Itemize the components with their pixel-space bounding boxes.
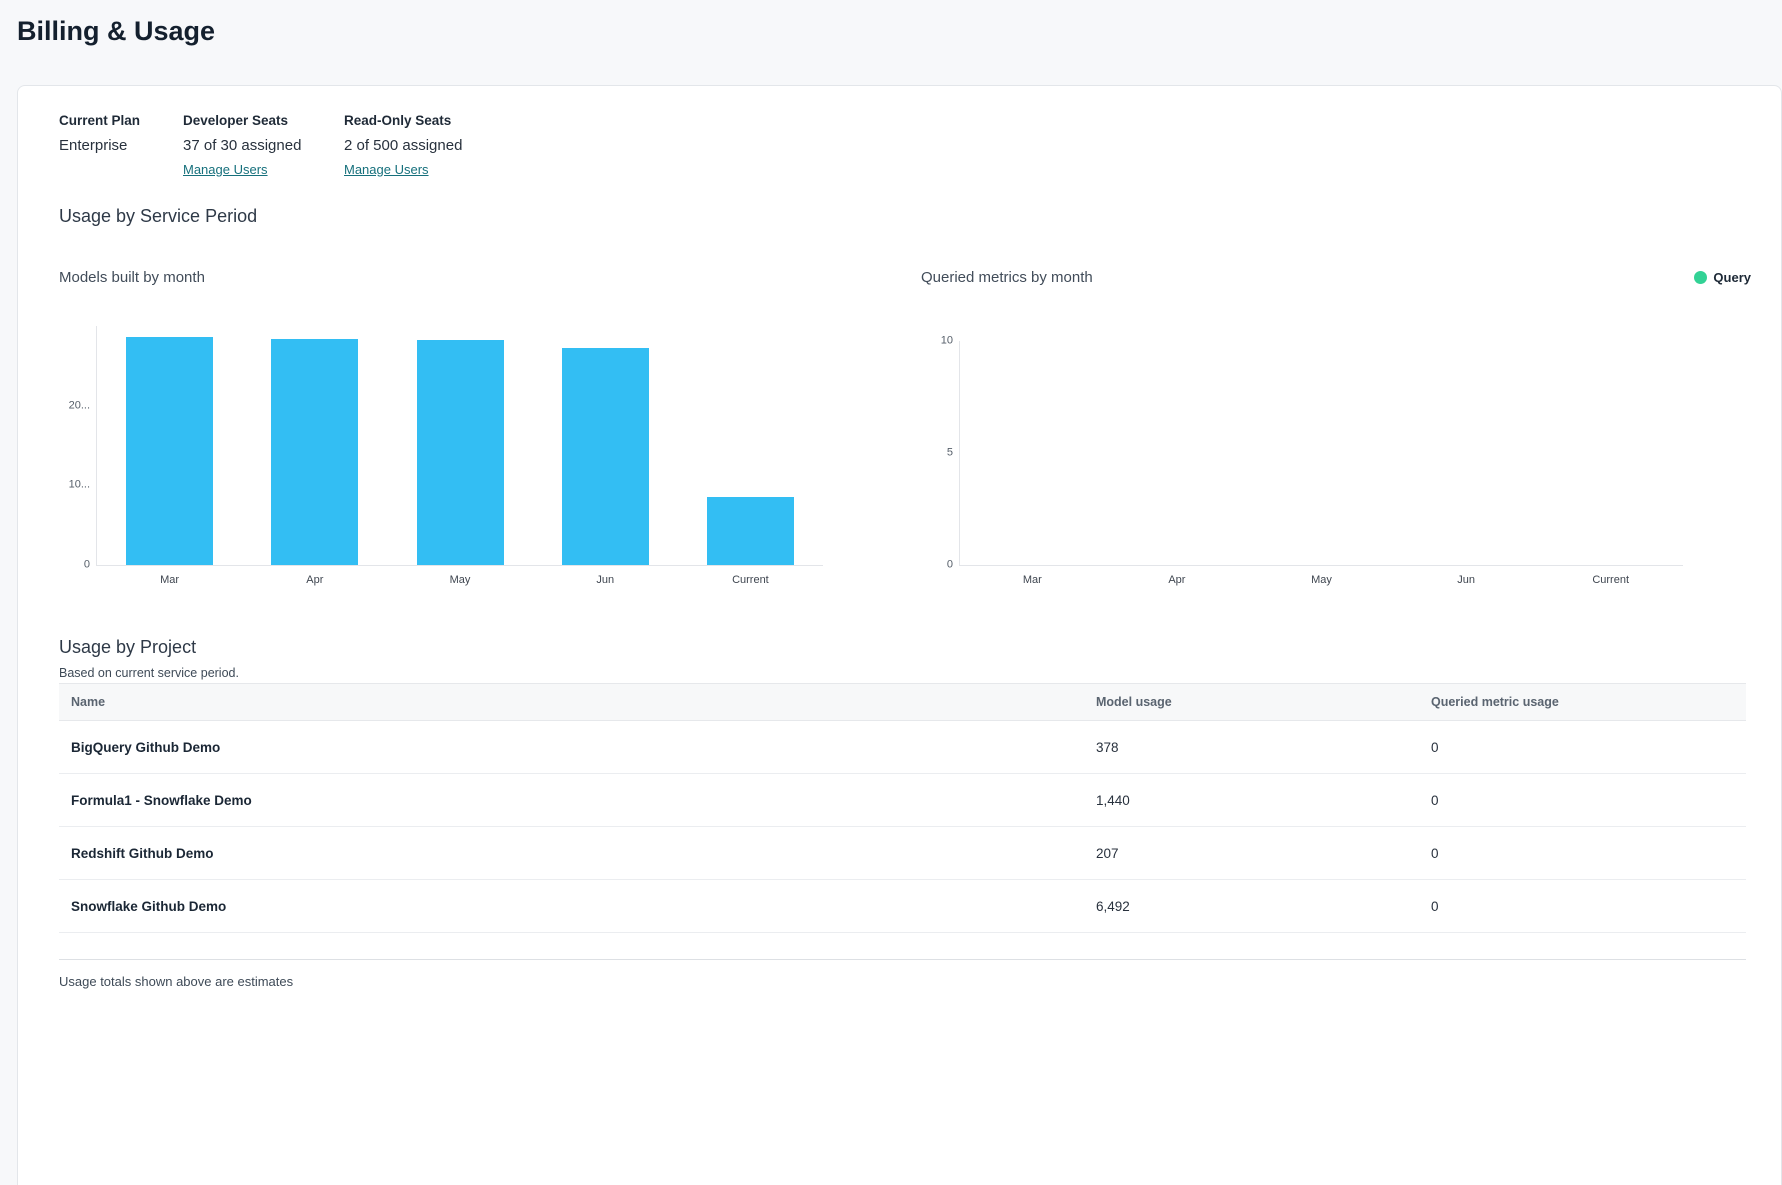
cell-project-name: Formula1 - Snowflake Demo (71, 792, 252, 808)
bar-may (416, 340, 504, 565)
cell-queried-metric-usage: 0 (1431, 845, 1439, 861)
column-header-model-usage: Model usage (1096, 695, 1172, 709)
x-tick-label: Mar (1022, 574, 1042, 586)
bar-current (706, 497, 794, 565)
developer-seats-label: Developer Seats (183, 113, 289, 128)
bar-slot (678, 326, 823, 565)
usage-by-service-period-heading: Usage by Service Period (59, 206, 258, 226)
readonly-seats-label: Read-Only Seats (344, 113, 452, 128)
table-body: BigQuery Github Demo 378 0 Formula1 - Snowf… (59, 721, 1746, 933)
y-tick-label: 10... (68, 478, 90, 491)
bar-slot (1249, 341, 1394, 565)
usage-estimates-footnote: Usage totals shown above are estimates (59, 974, 294, 989)
bar-jun (561, 347, 649, 565)
models-built-chart: Mar Apr May Jun Current 0 10... 20... (69, 326, 823, 586)
usage-by-project-heading: Usage by Project (59, 637, 197, 657)
cell-queried-metric-usage: 0 (1431, 792, 1439, 808)
current-plan-value: Enterprise (59, 137, 128, 154)
bar-slot (97, 326, 242, 565)
bar-slot (1394, 341, 1539, 565)
page-title: Billing & Usage (17, 16, 216, 46)
bar-slot (1538, 341, 1683, 565)
cell-model-usage: 1,440 (1096, 792, 1130, 808)
table-row: Formula1 - Snowflake Demo 1,440 0 (59, 774, 1746, 827)
x-tick-label: Jun (1457, 574, 1475, 586)
bar-slot (242, 326, 387, 565)
bar-slot (1105, 341, 1250, 565)
cell-project-name: Redshift Github Demo (71, 845, 214, 861)
table-row: BigQuery Github Demo 378 0 (59, 721, 1746, 774)
y-tick-label: 0 (83, 558, 90, 571)
cell-project-name: Snowflake Github Demo (71, 898, 227, 914)
queried-metrics-bars (960, 341, 1683, 565)
bar-slot (387, 326, 532, 565)
query-legend-dot-icon (1694, 271, 1708, 284)
x-tick-label: Apr (306, 574, 324, 586)
y-tick-label: 0 (946, 558, 953, 571)
table-row: Redshift Github Demo 207 0 (59, 827, 1746, 880)
usage-by-project-table: Name Model usage Queried metric usage Bi… (59, 683, 1746, 933)
developer-manage-users-link[interactable]: Manage Users (183, 162, 268, 177)
developer-seats-value: 37 of 30 assigned (183, 137, 302, 154)
developer-seats-block: Developer Seats 37 of 30 assigned Manage… (183, 113, 301, 179)
column-header-queried-metric-usage: Queried metric usage (1431, 695, 1559, 709)
current-plan-label: Current Plan (59, 113, 141, 128)
billing-card: Current Plan Enterprise Developer Seats … (17, 85, 1782, 1185)
x-tick-label: Current (732, 574, 769, 586)
cell-model-usage: 6,492 (1096, 898, 1130, 914)
metrics-chart-title: Queried metrics by month (921, 269, 1093, 286)
bar-slot (533, 326, 678, 565)
readonly-manage-users-link[interactable]: Manage Users (344, 162, 429, 177)
x-tick-label: May (449, 574, 471, 586)
models-built-x-axis: Mar Apr May Jun Current (97, 574, 823, 586)
x-tick-label: Apr (1168, 574, 1186, 586)
readonly-seats-block: Read-Only Seats 2 of 500 assigned Manage… (344, 113, 462, 179)
column-header-name: Name (71, 695, 106, 709)
y-tick-label: 20... (68, 399, 90, 412)
footer-divider (59, 959, 1746, 960)
y-tick-label: 5 (946, 446, 953, 459)
cell-project-name: BigQuery Github Demo (71, 739, 221, 755)
y-tick-label: 10 (940, 334, 953, 347)
models-chart-title: Models built by month (59, 269, 205, 286)
models-built-bars (97, 326, 823, 565)
cell-model-usage: 207 (1096, 845, 1119, 861)
table-row: Snowflake Github Demo 6,492 0 (59, 880, 1746, 933)
queried-metrics-x-axis: Mar Apr May Jun Current (960, 574, 1683, 586)
readonly-seats-value: 2 of 500 assigned (344, 137, 463, 154)
bar-apr (271, 338, 359, 565)
x-tick-label: Current (1592, 574, 1630, 586)
x-tick-label: May (1311, 574, 1332, 586)
cell-queried-metric-usage: 0 (1431, 739, 1439, 755)
bar-slot (960, 341, 1105, 565)
query-legend-label: Query (1713, 270, 1751, 285)
current-plan-block: Current Plan Enterprise (59, 113, 140, 154)
x-tick-label: Mar (160, 574, 180, 586)
queried-metrics-chart: Mar Apr May Jun Current 0 5 10 (941, 335, 1683, 586)
usage-by-project-subtitle: Based on current service period. (59, 666, 239, 680)
bar-mar (126, 337, 214, 565)
x-tick-label: Jun (596, 574, 615, 586)
query-legend-toggle[interactable]: Query (1694, 270, 1751, 285)
cell-queried-metric-usage: 0 (1431, 898, 1439, 914)
table-header-row: Name Model usage Queried metric usage (59, 683, 1746, 721)
cell-model-usage: 378 (1096, 739, 1119, 755)
